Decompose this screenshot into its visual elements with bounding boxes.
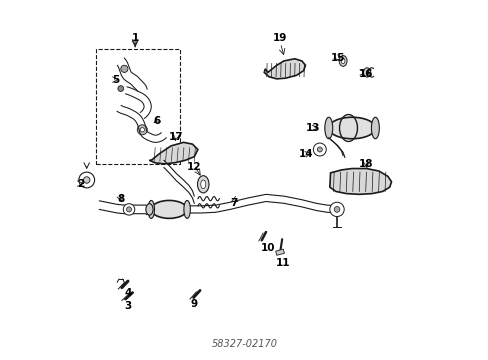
- Text: 2: 2: [77, 179, 84, 189]
- Text: 6: 6: [153, 116, 160, 126]
- Circle shape: [79, 172, 94, 188]
- Text: 10: 10: [260, 243, 274, 253]
- Circle shape: [126, 207, 131, 212]
- Circle shape: [83, 177, 90, 183]
- Text: 16: 16: [358, 69, 372, 79]
- Text: 14: 14: [298, 149, 313, 159]
- Text: 11: 11: [275, 258, 290, 268]
- Circle shape: [137, 125, 147, 135]
- Ellipse shape: [371, 117, 379, 139]
- Text: 1: 1: [131, 33, 139, 43]
- Circle shape: [329, 202, 344, 217]
- Polygon shape: [329, 168, 391, 194]
- Text: 4: 4: [124, 288, 131, 298]
- Text: 12: 12: [187, 162, 201, 172]
- Ellipse shape: [145, 204, 153, 215]
- Ellipse shape: [201, 180, 205, 189]
- Ellipse shape: [183, 201, 190, 219]
- Text: 8: 8: [117, 194, 124, 204]
- Text: 13: 13: [305, 123, 319, 133]
- Text: 15: 15: [330, 53, 344, 63]
- Text: 9: 9: [190, 299, 198, 309]
- Text: 58327-02170: 58327-02170: [211, 339, 277, 349]
- Circle shape: [123, 204, 135, 215]
- Circle shape: [317, 147, 322, 152]
- Circle shape: [121, 65, 128, 72]
- Ellipse shape: [339, 55, 346, 66]
- Ellipse shape: [341, 58, 344, 64]
- Bar: [96, 49, 180, 164]
- Ellipse shape: [324, 117, 332, 139]
- Ellipse shape: [148, 201, 154, 219]
- Ellipse shape: [328, 117, 375, 139]
- Text: 19: 19: [273, 33, 287, 43]
- Text: 7: 7: [229, 198, 237, 208]
- Text: 5: 5: [112, 75, 119, 85]
- Circle shape: [118, 86, 123, 91]
- Ellipse shape: [197, 176, 208, 193]
- Polygon shape: [264, 59, 305, 79]
- Ellipse shape: [151, 201, 187, 219]
- Circle shape: [140, 128, 144, 132]
- Text: 18: 18: [359, 159, 373, 169]
- Polygon shape: [149, 142, 198, 164]
- Circle shape: [333, 207, 339, 212]
- Circle shape: [313, 143, 325, 156]
- Ellipse shape: [363, 68, 370, 77]
- Text: 3: 3: [124, 301, 131, 311]
- Text: 17: 17: [169, 132, 183, 142]
- Bar: [275, 249, 284, 255]
